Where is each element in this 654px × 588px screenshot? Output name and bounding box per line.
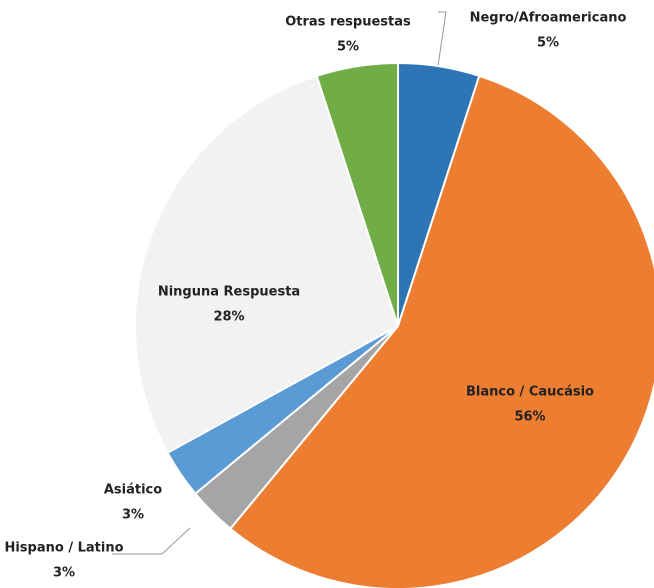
slice-label: Blanco / Caucásio: [466, 385, 594, 400]
pie-slice: [134, 74, 400, 455]
leader-line: [112, 527, 191, 555]
slice-label: Hispano / Latino: [4, 541, 123, 556]
pie-slice: [228, 74, 654, 588]
slice-label: Asiático: [104, 483, 162, 498]
slice-value: 28%: [213, 310, 244, 325]
slice-value: 56%: [514, 410, 545, 425]
slice-label: Negro/Afroamericano: [470, 11, 627, 26]
leader-line: [437, 11, 447, 67]
slice-value: 3%: [53, 566, 75, 581]
slice-value: 5%: [337, 40, 359, 55]
slice-label: Otras respuestas: [285, 15, 411, 30]
pie-slice: [315, 61, 399, 327]
slice-value: 3%: [122, 508, 144, 523]
slice-label: Ninguna Respuesta: [158, 285, 300, 300]
slice-value: 5%: [537, 36, 559, 51]
